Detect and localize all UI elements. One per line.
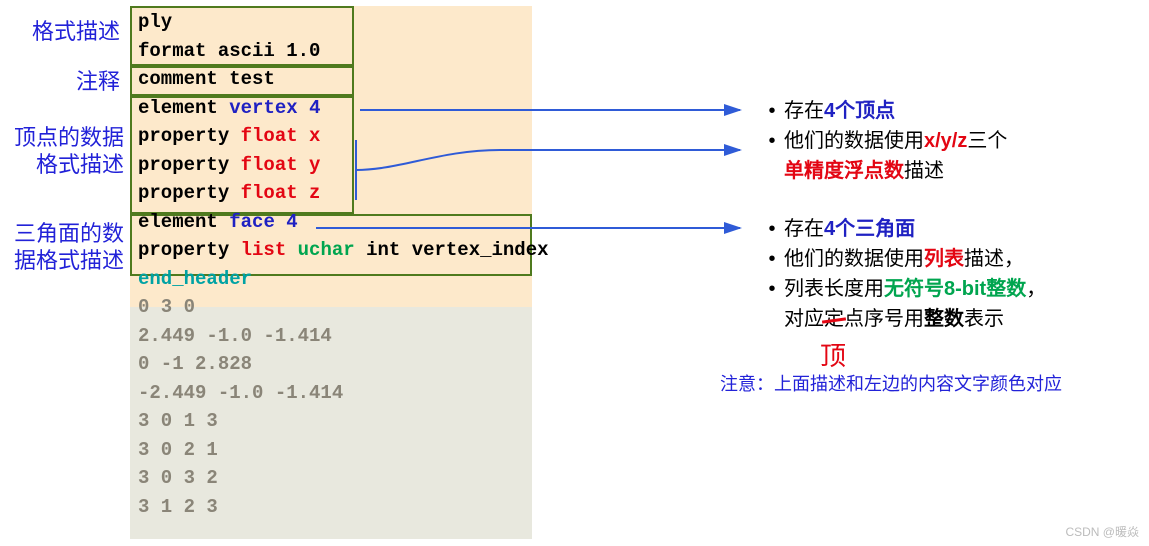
ply-code: ply format ascii 1.0 comment test elemen… bbox=[138, 8, 549, 521]
correction-ding: 顶 bbox=[820, 336, 846, 373]
explain-vertex: • 存在4个顶点 • 他们的数据使用x/y/z三个 单精度浮点数描述 bbox=[760, 96, 1120, 186]
label-vertex: 顶点的数据 格式描述 bbox=[0, 124, 124, 178]
note-text: 注意：上面描述和左边的内容文字颜色对应 bbox=[720, 370, 1062, 396]
explain-face: • 存在4个三角面 • 他们的数据使用列表描述， • 列表长度用无符号8-bit… bbox=[760, 214, 1140, 334]
label-face: 三角面的数 据格式描述 bbox=[0, 220, 124, 274]
label-comment: 注释 bbox=[8, 68, 120, 95]
watermark: CSDN @暖焱 bbox=[1065, 523, 1139, 540]
label-format: 格式描述 bbox=[8, 18, 120, 45]
